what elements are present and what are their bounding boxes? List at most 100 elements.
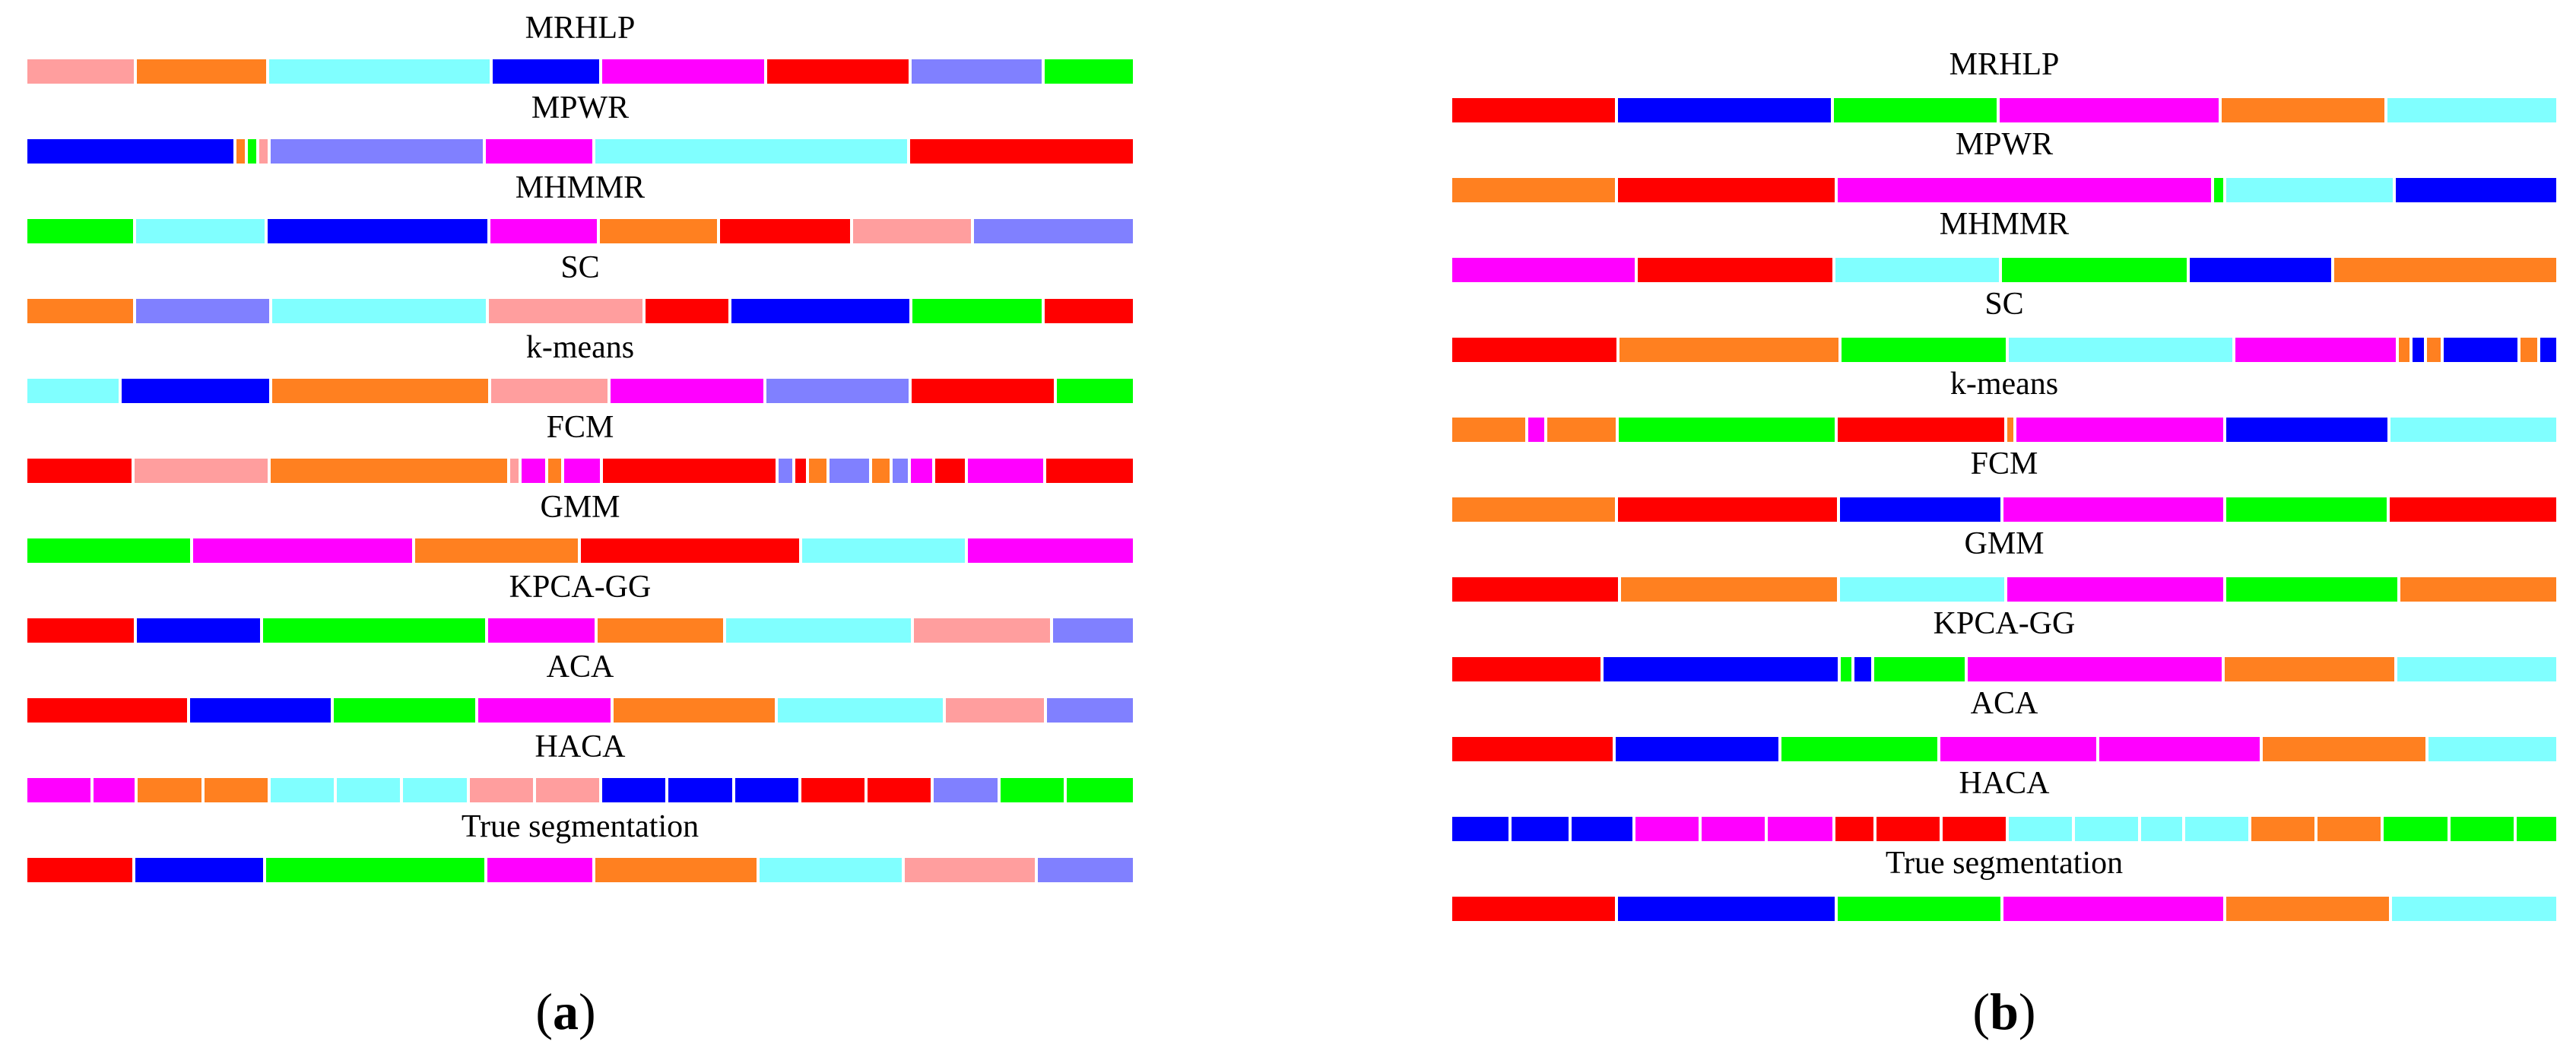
segment-pink bbox=[490, 379, 611, 403]
segment-orange bbox=[2262, 737, 2428, 761]
segment-blue bbox=[2443, 338, 2521, 362]
segmentation-bar bbox=[1452, 178, 2556, 202]
method-label: MPWR bbox=[1955, 127, 2054, 162]
segment-blue bbox=[1839, 497, 2003, 522]
segment-blue bbox=[135, 858, 267, 882]
segment-magenta bbox=[1452, 258, 1638, 282]
segment-red bbox=[27, 618, 137, 643]
method-label: KPCA-GG bbox=[509, 570, 652, 605]
segment-green bbox=[1781, 737, 1940, 761]
segment-red bbox=[1452, 897, 1618, 921]
segment-magenta bbox=[2099, 737, 2263, 761]
segmentation-bar bbox=[1452, 497, 2556, 522]
segment-periwinkle bbox=[766, 379, 912, 403]
segment-blue bbox=[1512, 817, 1572, 841]
method-label: True segmentation bbox=[1885, 846, 2124, 881]
segment-red bbox=[1617, 497, 1840, 522]
segment-magenta bbox=[2003, 897, 2226, 921]
segment-orange bbox=[2225, 657, 2397, 681]
segment-pink bbox=[853, 219, 974, 243]
segment-magenta bbox=[27, 778, 94, 802]
segment-magenta bbox=[2235, 338, 2400, 362]
segment-periwinkle bbox=[829, 459, 873, 483]
segment-magenta bbox=[193, 538, 416, 563]
segment-green bbox=[333, 698, 479, 723]
segment-blue bbox=[668, 778, 735, 802]
segment-red bbox=[1452, 98, 1618, 122]
segment-magenta bbox=[602, 59, 767, 84]
segment-red bbox=[1617, 178, 1838, 202]
segment-green bbox=[1841, 657, 1854, 681]
segment-green bbox=[2002, 258, 2190, 282]
segment-cyan bbox=[778, 698, 947, 723]
segment-orange bbox=[138, 778, 205, 802]
segmentation-bar bbox=[1452, 737, 2556, 761]
method-label: k-means bbox=[1949, 367, 2059, 402]
segment-green bbox=[262, 618, 489, 643]
method-label: True segmentation bbox=[461, 809, 700, 844]
segment-red bbox=[27, 698, 190, 723]
segment-red bbox=[935, 459, 969, 483]
method-label: k-means bbox=[525, 330, 635, 365]
segment-red bbox=[909, 139, 1133, 164]
segment-cyan bbox=[337, 778, 404, 802]
segment-blue bbox=[2540, 338, 2556, 362]
segment-blue bbox=[2412, 338, 2427, 362]
segment-cyan bbox=[2387, 98, 2556, 122]
segmentation-bar bbox=[1452, 577, 2556, 602]
segment-magenta bbox=[485, 139, 595, 164]
segment-periwinkle bbox=[892, 459, 911, 483]
method-label: MHMMR bbox=[515, 170, 646, 205]
segment-red bbox=[602, 459, 779, 483]
segment-red bbox=[1452, 338, 1620, 362]
segment-red bbox=[2389, 497, 2556, 522]
segment-green bbox=[266, 858, 487, 882]
segment-red bbox=[1452, 657, 1604, 681]
segmentation-bar bbox=[27, 698, 1133, 723]
segmentation-bar bbox=[27, 219, 1133, 243]
segmentation-bar bbox=[1452, 338, 2556, 362]
segment-periwinkle bbox=[911, 59, 1045, 84]
segment-cyan bbox=[2141, 817, 2186, 841]
method-label: GMM bbox=[540, 490, 620, 525]
segment-orange bbox=[595, 858, 760, 882]
segment-orange bbox=[872, 459, 893, 483]
segmentation-bar bbox=[27, 459, 1133, 483]
segment-magenta bbox=[564, 459, 603, 483]
segment-red bbox=[27, 858, 136, 882]
segment-blue bbox=[1617, 897, 1838, 921]
segment-blue bbox=[189, 698, 334, 723]
segment-red bbox=[1045, 459, 1133, 483]
segment-periwinkle bbox=[270, 139, 486, 164]
segment-magenta bbox=[478, 698, 614, 723]
caption-close: ) bbox=[2018, 983, 2036, 1040]
method-label: FCM bbox=[546, 410, 614, 445]
segment-red bbox=[766, 59, 912, 84]
segment-magenta bbox=[1768, 817, 1835, 841]
segment-green bbox=[2516, 817, 2556, 841]
segment-magenta bbox=[490, 219, 600, 243]
segment-orange bbox=[415, 538, 582, 563]
caption-b: (b) bbox=[1890, 981, 2118, 1042]
method-label: HACA bbox=[535, 729, 626, 764]
segment-orange bbox=[271, 459, 510, 483]
segment-magenta bbox=[910, 459, 936, 483]
segment-blue bbox=[1615, 737, 1781, 761]
segment-periwinkle bbox=[779, 459, 796, 483]
segment-cyan bbox=[403, 778, 470, 802]
segment-red bbox=[911, 379, 1057, 403]
segment-magenta bbox=[1702, 817, 1769, 841]
segment-blue bbox=[27, 139, 237, 164]
caption-open: ( bbox=[535, 983, 553, 1040]
segment-green bbox=[912, 299, 1045, 323]
segment-magenta bbox=[487, 858, 596, 882]
segment-blue bbox=[1854, 657, 1874, 681]
segment-blue bbox=[1603, 657, 1842, 681]
method-label: MRHLP bbox=[525, 11, 636, 46]
segment-red bbox=[1835, 817, 1876, 841]
segment-pink bbox=[134, 459, 271, 483]
segment-orange bbox=[1452, 497, 1618, 522]
segment-blue bbox=[1452, 817, 1512, 841]
caption-letter: b bbox=[1990, 983, 2019, 1040]
segmentation-bar bbox=[27, 59, 1133, 84]
